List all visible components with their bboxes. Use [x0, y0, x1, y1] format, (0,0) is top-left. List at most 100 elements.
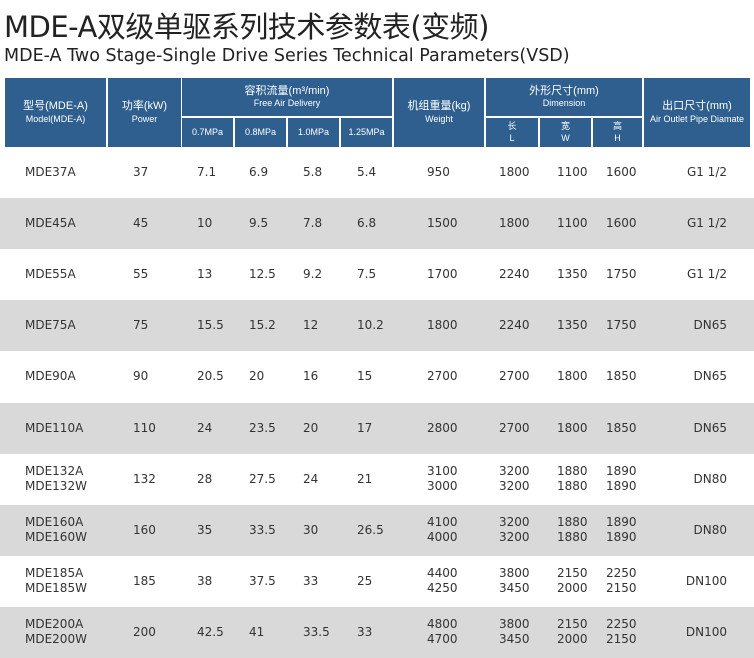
header-pressure-label: 0.8MPa — [244, 126, 277, 137]
length-value: 2700 — [499, 369, 530, 384]
weight-value: 2700 — [427, 369, 458, 384]
power-value: 90 — [133, 369, 149, 384]
header-model: 型号(MDE-A) Model(MDE-A) — [5, 78, 106, 147]
flow-0-8mpa-value: 6.9 — [249, 165, 269, 179]
flow-1-25mpa-value: 21 — [357, 471, 373, 486]
power-value: 185 — [133, 573, 156, 588]
cell-flow-0-8mpa: 6.9 — [249, 165, 268, 180]
model-value: MDE160W — [25, 530, 87, 545]
flow-0-7mpa-value: 7.1 — [197, 165, 217, 179]
flow-1-25mpa-value: 7.5 — [357, 267, 377, 282]
width-value: 2000 — [557, 581, 588, 596]
height-value: 1890 — [606, 464, 637, 479]
table-row: MDE55A 55 13 12.5 9.2 7.5 1700 2240 1350 1750 G1 1… — [0, 249, 754, 300]
model-value: MDE200W — [25, 632, 87, 647]
model-value: MDE132W — [25, 479, 87, 494]
cell-height: 1750 — [606, 318, 637, 333]
cell-width: 1350 — [557, 267, 588, 282]
header-power-cn: 功率(kW) — [121, 100, 168, 112]
cell-height: 1600 — [606, 216, 637, 231]
header-width-en: W — [561, 132, 570, 143]
height-value: 2150 — [606, 632, 637, 647]
length-value: 1800 — [499, 216, 530, 231]
flow-0-8mpa-value: 37.5 — [249, 573, 276, 588]
cell-outlet: DN100 — [686, 574, 727, 589]
cell-flow-0-7mpa: 7.1 — [197, 165, 216, 180]
cell-flow-0-7mpa: 20.5 — [197, 369, 224, 384]
header-length-cn: 长 — [507, 121, 517, 132]
cell-flow-1-25mpa: 25 — [357, 574, 372, 589]
cell-outlet: G1 1/2 — [687, 267, 727, 282]
length-value: 2240 — [499, 318, 530, 333]
cell-flow-0-8mpa: 23.5 — [249, 421, 276, 436]
cell-model: MDE90A — [25, 369, 76, 384]
cell-flow-1-0mpa: 33 — [303, 574, 318, 589]
cell-flow-1-25mpa: 21 — [357, 472, 372, 487]
cell-length: 2240 — [499, 267, 530, 282]
cell-outlet: G1 1/2 — [687, 165, 727, 180]
flow-0-7mpa-value: 35 — [197, 522, 213, 537]
flow-0-7mpa-value: 24 — [197, 420, 213, 435]
cell-width: 1800 — [557, 369, 588, 384]
flow-1-0mpa-value: 24 — [303, 471, 319, 486]
cell-weight: 4400 4250 — [427, 566, 458, 596]
flow-1-0mpa-value: 7.8 — [303, 216, 323, 231]
weight-value: 4800 — [427, 617, 458, 632]
flow-0-8mpa-value: 20 — [249, 369, 265, 384]
table-row: MDE45A 45 10 9.5 7.8 6.8 1500 1800 1100 1600 G1 1/… — [0, 198, 754, 250]
cell-flow-1-0mpa: 24 — [303, 472, 318, 487]
outlet-value: DN65 — [693, 318, 728, 333]
height-value: 1890 — [606, 479, 637, 494]
header-pressure-label: 1.0MPa — [297, 126, 330, 137]
table-row: MDE90A 90 20.5 20 16 15 2700 2700 1800 1850 DN65 — [0, 351, 754, 402]
cell-flow-1-25mpa: 33 — [357, 625, 372, 640]
cell-model: MDE45A — [25, 216, 76, 231]
width-value: 2000 — [557, 632, 588, 647]
flow-1-0mpa-value: 9.2 — [303, 267, 323, 282]
cell-width: 1100 — [557, 216, 588, 231]
cell-power: 132 — [133, 472, 156, 487]
header-height-cn: 高 — [612, 121, 622, 132]
cell-flow-0-8mpa: 33.5 — [249, 523, 276, 538]
cell-outlet: DN65 — [694, 318, 728, 333]
length-value: 3200 — [499, 515, 530, 530]
cell-power: 160 — [133, 523, 156, 538]
cell-weight: 2700 — [427, 369, 458, 384]
length-value: 3450 — [499, 632, 530, 647]
header-weight-en: Weight — [425, 113, 453, 124]
cell-length: 2700 — [499, 369, 530, 384]
flow-1-25mpa-value: 25 — [357, 573, 373, 588]
length-value: 3450 — [499, 581, 530, 596]
cell-weight: 1800 — [427, 318, 458, 333]
width-value: 1800 — [557, 369, 588, 384]
cell-height: 1750 — [606, 267, 637, 282]
length-value: 3200 — [499, 479, 530, 494]
cell-flow-1-25mpa: 7.5 — [357, 267, 376, 282]
cell-length: 2700 — [499, 421, 530, 436]
flow-1-0mpa-value: 33.5 — [303, 624, 330, 639]
model-value: MDE75A — [25, 318, 76, 333]
header-outlet-cn: 出口尺寸(mm) — [662, 100, 732, 112]
cell-weight: 950 — [427, 165, 450, 180]
header-flow-en: Free Air Delivery — [253, 98, 321, 109]
length-value: 3800 — [499, 566, 530, 581]
width-value: 1880 — [557, 515, 588, 530]
cell-model: MDE75A — [25, 318, 76, 333]
cell-height: 1600 — [606, 165, 637, 180]
outlet-value: DN65 — [693, 420, 728, 435]
header-dimension: 外形尺寸(mm) Dimension — [486, 78, 642, 116]
table-row: MDE132A MDE132W 132 28 27.5 24 21 3100 3000 3200 3… — [0, 454, 754, 505]
cell-model: MDE55A — [25, 267, 76, 282]
model-value: MDE160A — [25, 515, 84, 530]
outlet-value: DN100 — [685, 573, 727, 588]
cell-model: MDE132A MDE132W — [25, 464, 87, 494]
header-pressure-3: 1.25MPa — [341, 118, 392, 147]
flow-1-0mpa-value: 16 — [303, 369, 319, 384]
header-pressure-1: 0.8MPa — [235, 118, 286, 147]
cell-flow-1-0mpa: 30 — [303, 523, 318, 538]
header-dimension-en: Dimension — [542, 98, 586, 109]
weight-value: 4000 — [427, 530, 458, 545]
cell-power: 75 — [133, 318, 148, 333]
table-row: MDE200A MDE200W 200 42.5 41 33.5 33 4800 4700 380… — [0, 606, 754, 658]
